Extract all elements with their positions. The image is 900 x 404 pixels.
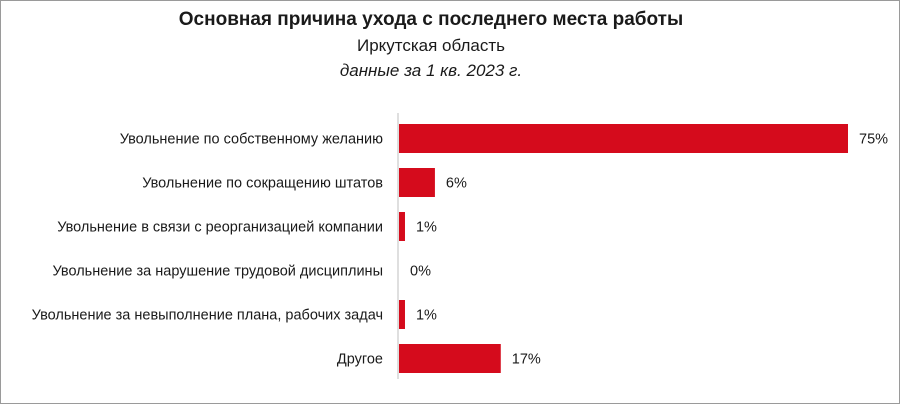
- bar: [399, 344, 501, 373]
- category-label: Увольнение по собственному желанию: [120, 132, 383, 148]
- category-label: Увольнение за невыполнение плана, рабочи…: [32, 308, 383, 324]
- bar-value-label: 17%: [512, 352, 541, 368]
- chart-title: Основная причина ухода с последнего мест…: [178, 9, 684, 30]
- bar-group: Увольнение по собственному желанию 75% Уво…: [32, 124, 888, 373]
- category-label: Увольнение за нарушение трудовой дисципл…: [53, 264, 383, 280]
- bar: [399, 168, 435, 197]
- category-label: Другое: [337, 352, 383, 368]
- bar-value-label: 1%: [416, 308, 437, 324]
- chart-subtitle: Иркутская область: [356, 36, 506, 55]
- category-label: Увольнение в связи с реорганизацией комп…: [57, 220, 383, 236]
- bar-value-label: 1%: [416, 220, 437, 236]
- bar: [399, 124, 848, 153]
- bar: [399, 300, 405, 329]
- bar: [399, 212, 405, 241]
- bar-value-label: 75%: [859, 132, 888, 148]
- category-label: Увольнение по сокращению штатов: [142, 176, 383, 192]
- bar-value-label: 6%: [446, 176, 467, 192]
- bar-value-label: 0%: [410, 264, 431, 280]
- chart-period: данные за 1 кв. 2023 г.: [339, 61, 523, 80]
